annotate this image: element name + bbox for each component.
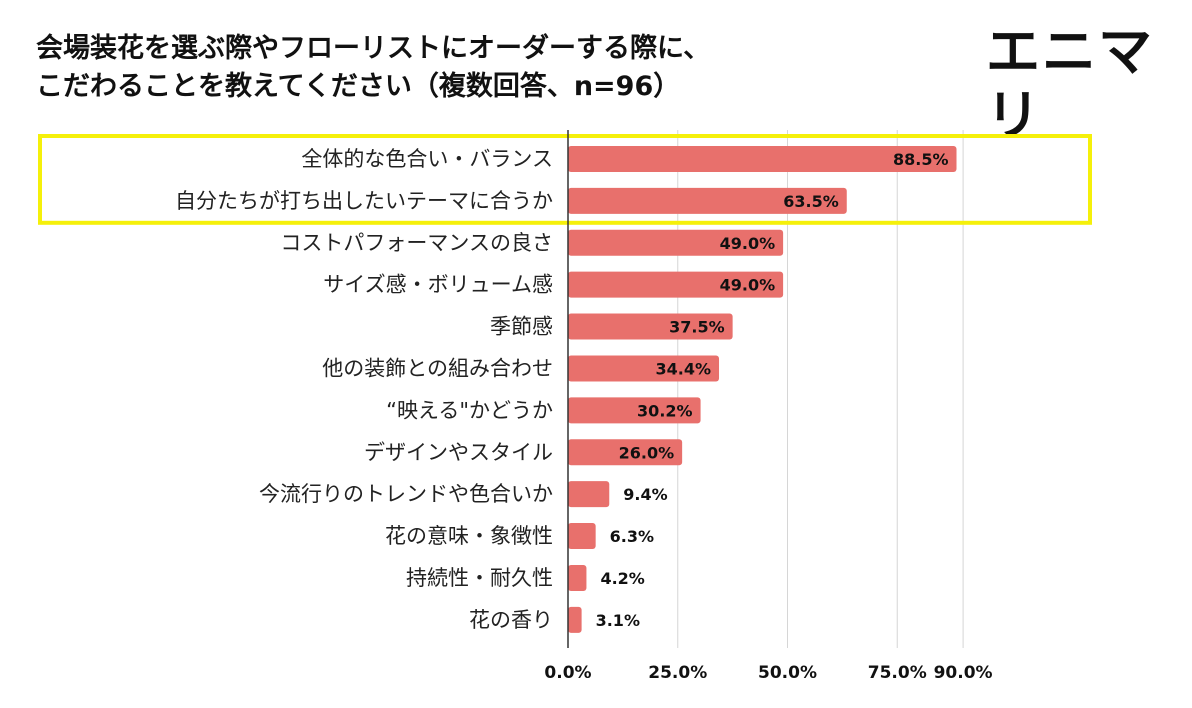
category-label-5: 他の装飾との組み合わせ	[322, 356, 553, 380]
x-tick-label-75: 75.0%	[868, 663, 927, 683]
category-label-8: 今流行りのトレンドや色合いか	[259, 482, 553, 506]
bar-0	[568, 145, 957, 172]
value-label-0: 88.5%	[893, 150, 949, 169]
bar-1	[568, 187, 847, 214]
highlight-box-layer	[38, 134, 1092, 225]
x-tick-label-0: 0.0%	[544, 663, 591, 683]
bar-9	[568, 523, 596, 550]
value-labels: 88.5% 63.5% 49.0% 49.0% 37.5% 34.4% 30.2% 26.0%…	[596, 150, 949, 630]
bar-4	[568, 313, 733, 340]
highlight-box	[38, 134, 1092, 225]
category-label-1: 自分たちが打ち出したいテーマに合うか	[175, 189, 553, 213]
grid-lines	[677, 130, 964, 648]
value-label-3: 49.0%	[720, 276, 776, 295]
chart-title-line-1: 会場装花を選ぶ際やフローリストにオーダーする際に、	[36, 33, 711, 64]
bar-11	[568, 606, 582, 633]
category-label-0: 全体的な色合い・バランス	[301, 147, 553, 171]
x-tick-label-25: 25.0%	[648, 663, 707, 683]
value-label-10: 4.2%	[600, 569, 644, 588]
bar-5	[568, 355, 720, 382]
value-label-7: 26.0%	[619, 443, 675, 462]
category-label-4: 季節感	[490, 315, 553, 339]
value-label-8: 9.4%	[623, 485, 667, 504]
category-label-11: 花の香り	[469, 608, 553, 632]
value-label-6: 30.2%	[637, 401, 693, 420]
bar-7	[568, 439, 683, 466]
bars	[568, 145, 957, 633]
x-tick-label-50: 50.0%	[758, 663, 817, 683]
category-label-7: デザインやスタイル	[364, 440, 553, 464]
category-label-9: 花の意味・象徴性	[385, 524, 553, 548]
chart-title-line-2: こだわることを教えてください（複数回答、n=96）	[36, 71, 681, 102]
value-label-1: 63.5%	[783, 192, 839, 211]
value-label-11: 3.1%	[596, 611, 640, 630]
category-label-3: サイズ感・ボリューム感	[323, 273, 553, 297]
category-label-10: 持続性・耐久性	[406, 566, 553, 590]
category-label-6: “映える"かどうか	[386, 398, 553, 422]
bar-6	[568, 397, 701, 424]
value-label-2: 49.0%	[720, 234, 776, 253]
value-label-5: 34.4%	[656, 359, 712, 378]
bar-10	[568, 564, 587, 591]
x-tick-labels: 0.0% 25.0% 50.0% 75.0% 90.0%	[544, 663, 992, 683]
chart-title: 会場装花を選ぶ際やフローリストにオーダーする際に、 こだわることを教えてください…	[36, 30, 896, 106]
bar-3	[568, 271, 784, 298]
value-label-4: 37.5%	[669, 318, 725, 337]
bar-2	[568, 229, 784, 256]
value-label-9: 6.3%	[610, 527, 654, 546]
x-tick-label-90: 90.0%	[934, 663, 993, 683]
bar-8	[568, 481, 610, 508]
category-labels: 全体的な色合い・バランス自分たちが打ち出したいテーマに合うかコストパフォーマンス…	[175, 147, 553, 632]
category-label-2: コストパフォーマンスの良さ	[280, 231, 553, 255]
